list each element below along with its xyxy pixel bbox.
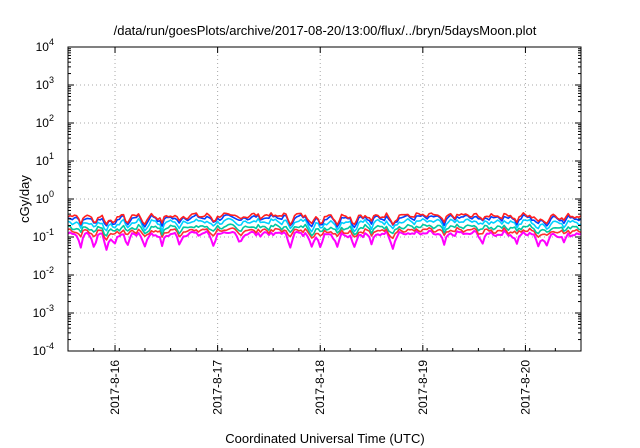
x-axis-label: Coordinated Universal Time (UTC) — [225, 431, 424, 446]
x-tick-label: 2017-8-16 — [108, 360, 122, 415]
y-tick-label: 10-4 — [33, 341, 54, 358]
series-line — [67, 223, 582, 237]
x-tick-label: 2017-8-18 — [313, 360, 327, 415]
y-axis: 10-4 10-3 10-2 10-1 100 101 102 103 104 — [33, 37, 581, 358]
y-axis-label: cGy/day — [17, 175, 32, 223]
y-tick-label: 10-2 — [33, 265, 54, 282]
y-tick-label: 100 — [36, 189, 54, 206]
x-tick-label: 2017-8-20 — [518, 360, 532, 415]
y-tick-label: 104 — [36, 37, 54, 54]
x-tick-label: 2017-8-17 — [211, 360, 225, 415]
y-tick-label: 101 — [36, 151, 54, 168]
y-tick-label: 10-1 — [33, 227, 54, 244]
y-tick-label: 103 — [36, 75, 54, 92]
series-line — [67, 229, 581, 251]
series-line — [67, 226, 582, 241]
x-axis: 2017-8-16 2017-8-17 2017-8-18 2017-8-19 2017… — [67, 47, 582, 415]
y-tick-label: 10-3 — [33, 303, 54, 320]
y-tick-label: 102 — [36, 113, 54, 130]
x-tick-label: 2017-8-19 — [416, 360, 430, 415]
chart-title: /data/run/goesPlots/archive/2017-08-20/1… — [114, 23, 537, 38]
series-line — [67, 217, 582, 233]
grid — [68, 47, 581, 351]
series-lines — [67, 212, 582, 251]
series-line — [67, 212, 582, 226]
